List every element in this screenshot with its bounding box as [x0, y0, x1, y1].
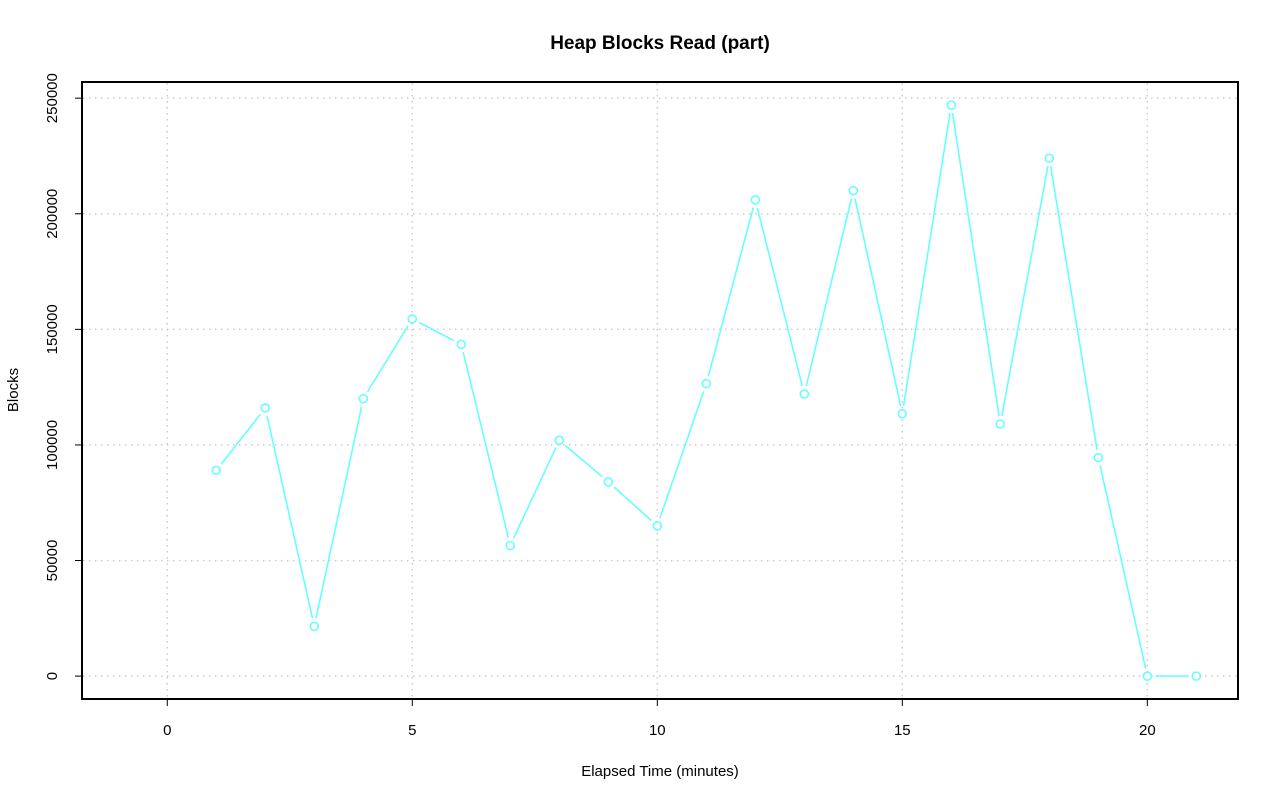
data-point	[407, 314, 418, 324]
series-line-segment	[707, 207, 755, 377]
data-point	[799, 389, 810, 399]
series-line-segment	[854, 198, 902, 407]
data-point	[652, 521, 663, 531]
grid	[83, 83, 1237, 698]
data-point	[848, 185, 859, 196]
data-point	[701, 378, 712, 389]
data-point	[260, 403, 271, 413]
y-tick-label: 250000	[44, 73, 61, 123]
x-tick-label: 15	[894, 722, 911, 739]
y-tick-label: 200000	[44, 189, 61, 239]
data-point	[1044, 153, 1055, 164]
plot-area	[81, 81, 1239, 700]
series-line-segment	[951, 112, 1000, 417]
chart-title: Heap Blocks Read (part)	[550, 33, 770, 54]
data-point	[897, 408, 908, 419]
y-tick-label: 50000	[44, 540, 61, 582]
data-point	[554, 435, 565, 446]
series-line-segment	[659, 390, 705, 519]
data-point	[1191, 671, 1202, 681]
data-point	[358, 393, 369, 404]
series-line-segment	[419, 321, 455, 342]
series-line-segment	[366, 325, 409, 393]
data-point	[1142, 671, 1153, 681]
y-axis-label: Blocks	[5, 368, 22, 412]
series-layer	[211, 100, 1202, 681]
series-line-segment	[756, 207, 804, 387]
series-line-segment	[564, 444, 603, 478]
data-point	[456, 339, 467, 350]
x-tick-label: 10	[649, 722, 666, 739]
series-line-segment	[805, 198, 853, 387]
data-point	[211, 465, 222, 476]
series-line-segment	[1049, 166, 1098, 450]
data-point	[603, 477, 614, 487]
x-axis-label: Elapsed Time (minutes)	[581, 763, 739, 780]
series-line-segment	[315, 406, 363, 619]
data-point	[1093, 452, 1104, 463]
data-point	[505, 540, 516, 551]
series-line-segment	[1099, 465, 1147, 669]
y-tick-label: 100000	[44, 420, 61, 470]
series-line-segment	[266, 415, 314, 619]
data-point	[309, 621, 320, 632]
series-line-segment	[512, 447, 557, 539]
series-line-segment	[613, 486, 652, 522]
x-axis: 0 5 10 15 20	[163, 698, 1156, 739]
y-tick-label: 0	[44, 672, 61, 680]
data-point	[750, 195, 761, 205]
y-tick-label: 150000	[44, 304, 61, 354]
y-axis: 0 50000 100000 150000 200000 250000	[44, 73, 83, 680]
data-point	[995, 419, 1006, 429]
x-tick-label: 0	[163, 722, 171, 739]
series-line-segment	[1000, 166, 1049, 417]
series-line-segment	[462, 351, 510, 538]
x-tick-label: 5	[408, 722, 416, 739]
series-line-segment	[902, 112, 951, 406]
series-line-segment	[220, 413, 261, 465]
x-tick-label: 20	[1139, 722, 1156, 739]
data-point	[946, 100, 957, 110]
